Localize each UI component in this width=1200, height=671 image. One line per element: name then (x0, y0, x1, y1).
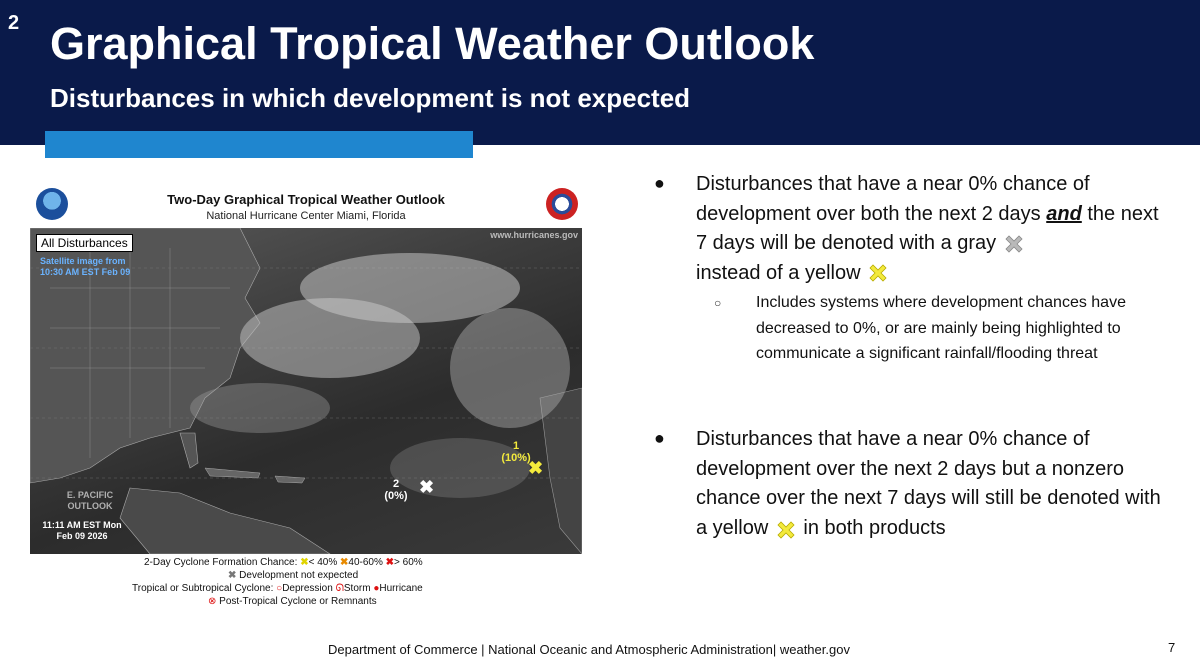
slide-subtitle: Disturbances in which development is not… (50, 83, 691, 113)
bullet-dot: ● (654, 428, 665, 448)
accent-bar (45, 131, 473, 158)
bullet-dot: ● (654, 173, 665, 193)
bullet-2-text: Disturbances that have a near 0% chance … (696, 425, 1166, 543)
disturbance-1-chance: (10%) (501, 452, 531, 464)
legend-cyclone-label: Tropical or Subtropical Cyclone: (132, 583, 274, 594)
bullet-1-part1: Disturbances that have a near 0% chance … (696, 173, 1090, 225)
disturbance-2-chance: (0%) (384, 490, 408, 502)
disturbance-2-label: 2 (0%) (378, 478, 414, 502)
footer-text: Department of Commerce | National Oceani… (328, 642, 850, 657)
noaa-logo-icon (36, 188, 68, 220)
legend-low: < 40% (308, 557, 338, 568)
map-background (30, 228, 582, 554)
slide-number: 2 (8, 12, 20, 34)
slide-header: 2 Graphical Tropical Weather Outlook Dis… (0, 0, 1200, 145)
legend-row-not-expected: ✖ Development not expected (228, 570, 358, 581)
epac-outlook-label: E. PACIFIC OUTLOOK (66, 490, 114, 511)
disturbance-1-label: 1 (10%) (496, 440, 536, 464)
figure-subtitle: National Hurricane Center Miami, Florida (206, 210, 406, 222)
sub-bullet-dot: ○ (714, 296, 722, 310)
gray-x-icon: ✖ (228, 570, 240, 581)
legend-depression: Depression (282, 583, 333, 594)
disturbance-1-id: 1 (512, 440, 520, 452)
bullet-2-part2: in both products (797, 516, 946, 539)
figure-title: Two-Day Graphical Tropical Weather Outlo… (167, 192, 445, 207)
legend-not-expected: Development not expected (239, 570, 359, 581)
legend-formation-label: 2-Day Cyclone Formation Chance: (144, 557, 298, 568)
gray-x-icon (1005, 235, 1023, 253)
yellow-x-icon: ✖ (300, 557, 309, 568)
legend-hurricane: Hurricane (379, 583, 423, 594)
yellow-x-icon: ✖ (528, 458, 544, 478)
legend-row-cyclone: Tropical or Subtropical Cyclone: ○Depres… (132, 583, 423, 594)
disturbance-2-id: 2 (392, 478, 400, 490)
bullet-2-part1: Disturbances that have a near 0% chance … (696, 428, 1161, 539)
slide-title: Graphical Tropical Weather Outlook (50, 18, 815, 69)
yellow-x-icon (869, 264, 887, 282)
satellite-map: All Disturbances Satellite image from 10… (30, 228, 582, 554)
depression-icon: ○ (276, 583, 283, 594)
legend-row-formation: 2-Day Cyclone Formation Chance: ✖< 40% ✖… (144, 557, 423, 568)
gray-x-icon: ✖ (419, 477, 435, 497)
bullet-1-text: Disturbances that have a near 0% chance … (696, 170, 1166, 288)
legend-row-post-tropical: ⊗ Post-Tropical Cyclone or Remnants (208, 596, 377, 607)
legend-mid: 40-60% (348, 557, 383, 568)
storm-icon: ᘏ (335, 583, 344, 594)
sub-bullet-1-text: Includes systems where development chanc… (756, 294, 1126, 362)
epac-time: 11:11 AM EST Mon Feb 09 2026 (42, 520, 122, 541)
nws-logo-icon (546, 188, 578, 220)
bullet-1-and: and (1046, 202, 1082, 225)
outlook-figure: Two-Day Graphical Tropical Weather Outlo… (30, 180, 582, 610)
yellow-x-icon (777, 520, 795, 539)
hurricane-icon: ● (373, 583, 380, 594)
bullet-1-part3: instead of a yellow (696, 261, 867, 284)
legend-high: > 60% (394, 557, 423, 568)
bullet-1-part2: the next 7 days will be denoted with a g… (696, 202, 1159, 255)
page-number: 7 (1168, 640, 1176, 655)
red-x-icon: ✖ (385, 557, 395, 568)
legend-storm: Storm (343, 583, 371, 594)
orange-x-icon: ✖ (340, 557, 349, 568)
post-tropical-icon: ⊗ (208, 596, 220, 607)
legend-post-tropical: Post-Tropical Cyclone or Remnants (219, 596, 377, 607)
satellite-time: Satellite image from 10:30 AM EST Feb 09 (40, 256, 131, 277)
hurricanes-url: www.hurricanes.gov (490, 230, 578, 240)
all-disturbances-badge: All Disturbances (36, 234, 133, 252)
